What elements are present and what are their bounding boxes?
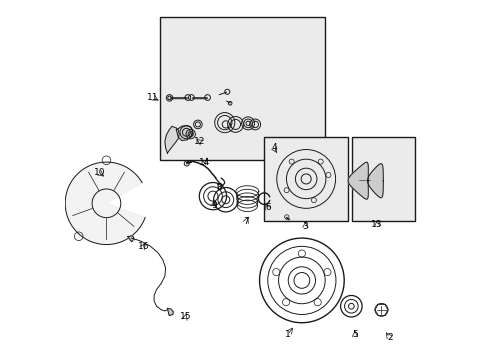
Text: 14: 14 xyxy=(199,158,210,167)
Polygon shape xyxy=(164,126,179,153)
Bar xyxy=(160,17,325,160)
Text: 1: 1 xyxy=(284,330,290,339)
Text: 15: 15 xyxy=(179,312,191,321)
Polygon shape xyxy=(367,164,383,198)
Polygon shape xyxy=(176,126,192,140)
Polygon shape xyxy=(65,162,145,244)
Text: 13: 13 xyxy=(371,220,382,229)
Text: 12: 12 xyxy=(194,137,205,146)
Text: 3: 3 xyxy=(302,222,308,231)
Text: 9: 9 xyxy=(211,201,217,210)
Text: 7: 7 xyxy=(243,217,249,226)
Text: 11: 11 xyxy=(147,93,159,102)
Polygon shape xyxy=(167,309,173,316)
Text: 16: 16 xyxy=(137,242,149,251)
Polygon shape xyxy=(347,162,367,199)
Text: 4: 4 xyxy=(270,143,276,152)
Bar xyxy=(264,137,348,221)
Text: 6: 6 xyxy=(264,203,270,212)
Text: 5: 5 xyxy=(351,330,357,339)
Text: 8: 8 xyxy=(216,183,222,192)
Text: 2: 2 xyxy=(386,333,392,342)
Polygon shape xyxy=(128,235,134,242)
Text: 10: 10 xyxy=(93,168,105,177)
Bar xyxy=(351,137,414,221)
